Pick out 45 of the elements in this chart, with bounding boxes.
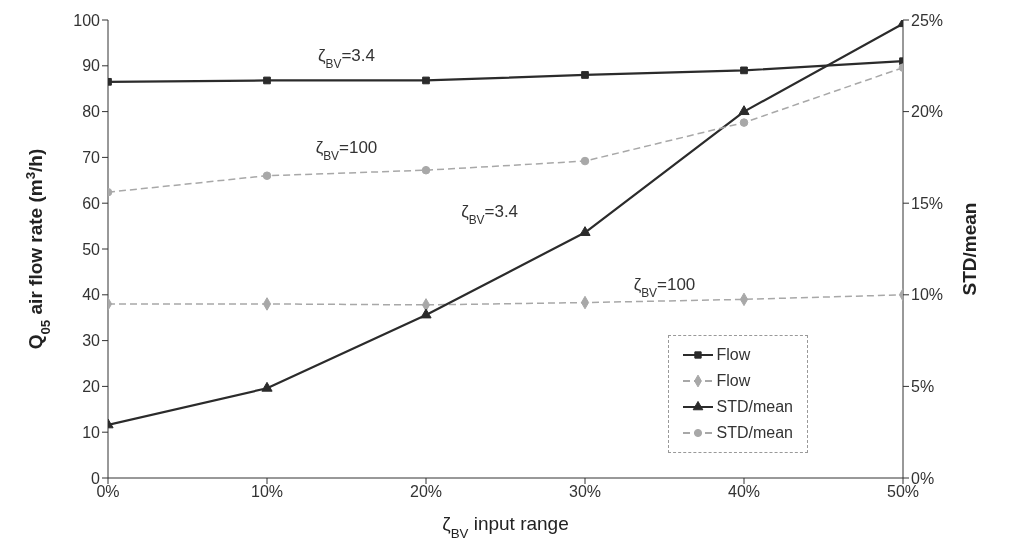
legend-label: STD/mean	[716, 424, 793, 442]
y2-axis-title: STD/mean	[959, 202, 980, 296]
legend-label: Flow	[716, 372, 751, 390]
point	[262, 297, 272, 311]
point	[421, 298, 431, 312]
point	[739, 118, 749, 127]
y2-tick-label: 10%	[911, 286, 944, 304]
x-tick-label: 10%	[250, 483, 284, 501]
point	[421, 165, 431, 175]
annotation: ζ$_{BV}$=100	[633, 275, 696, 301]
x-tick-label: 0%	[96, 483, 120, 501]
point	[263, 76, 271, 85]
point	[579, 226, 591, 236]
point	[581, 71, 589, 79]
y-tick-label: 20	[82, 378, 101, 396]
y2-tick-label: 15%	[911, 194, 944, 212]
y2-tick-label: 25%	[911, 11, 944, 29]
y-tick-label: 90	[82, 57, 101, 75]
y-tick-label: 10	[82, 423, 101, 441]
y-tick-label: 70	[82, 149, 101, 167]
x-tick-label: 20%	[409, 483, 443, 501]
x-tick-label: 30%	[568, 483, 602, 501]
point	[262, 171, 272, 180]
point	[740, 66, 748, 75]
y-tick-label: 60	[82, 194, 101, 212]
legend-label: STD/mean	[716, 398, 793, 416]
y2-tick-label: 20%	[911, 103, 944, 121]
x-tick-label: 40%	[727, 483, 761, 501]
point	[420, 308, 432, 319]
y-tick-label: 50	[82, 240, 101, 258]
y-tick-label: 80	[82, 103, 101, 121]
y-tick-label: 40	[82, 286, 101, 304]
annotation: ζ$_{BV}$=3.4	[318, 46, 375, 72]
legend-label: Flow	[716, 346, 751, 364]
y-tick-label: 100	[73, 11, 101, 29]
point	[261, 381, 273, 392]
x-tick-label: 50%	[886, 483, 920, 501]
point	[580, 156, 590, 166]
annotation: ζ$_{BV}$=3.4	[461, 201, 519, 227]
y2-tick-label: 5%	[911, 378, 935, 396]
y-tick-label: 30	[82, 332, 101, 350]
x-axis-title: ζ$_{BV}$ input range	[442, 513, 569, 541]
point	[422, 76, 430, 85]
annotation: ζ$_{BV}$=100	[315, 137, 378, 163]
point	[738, 105, 750, 116]
